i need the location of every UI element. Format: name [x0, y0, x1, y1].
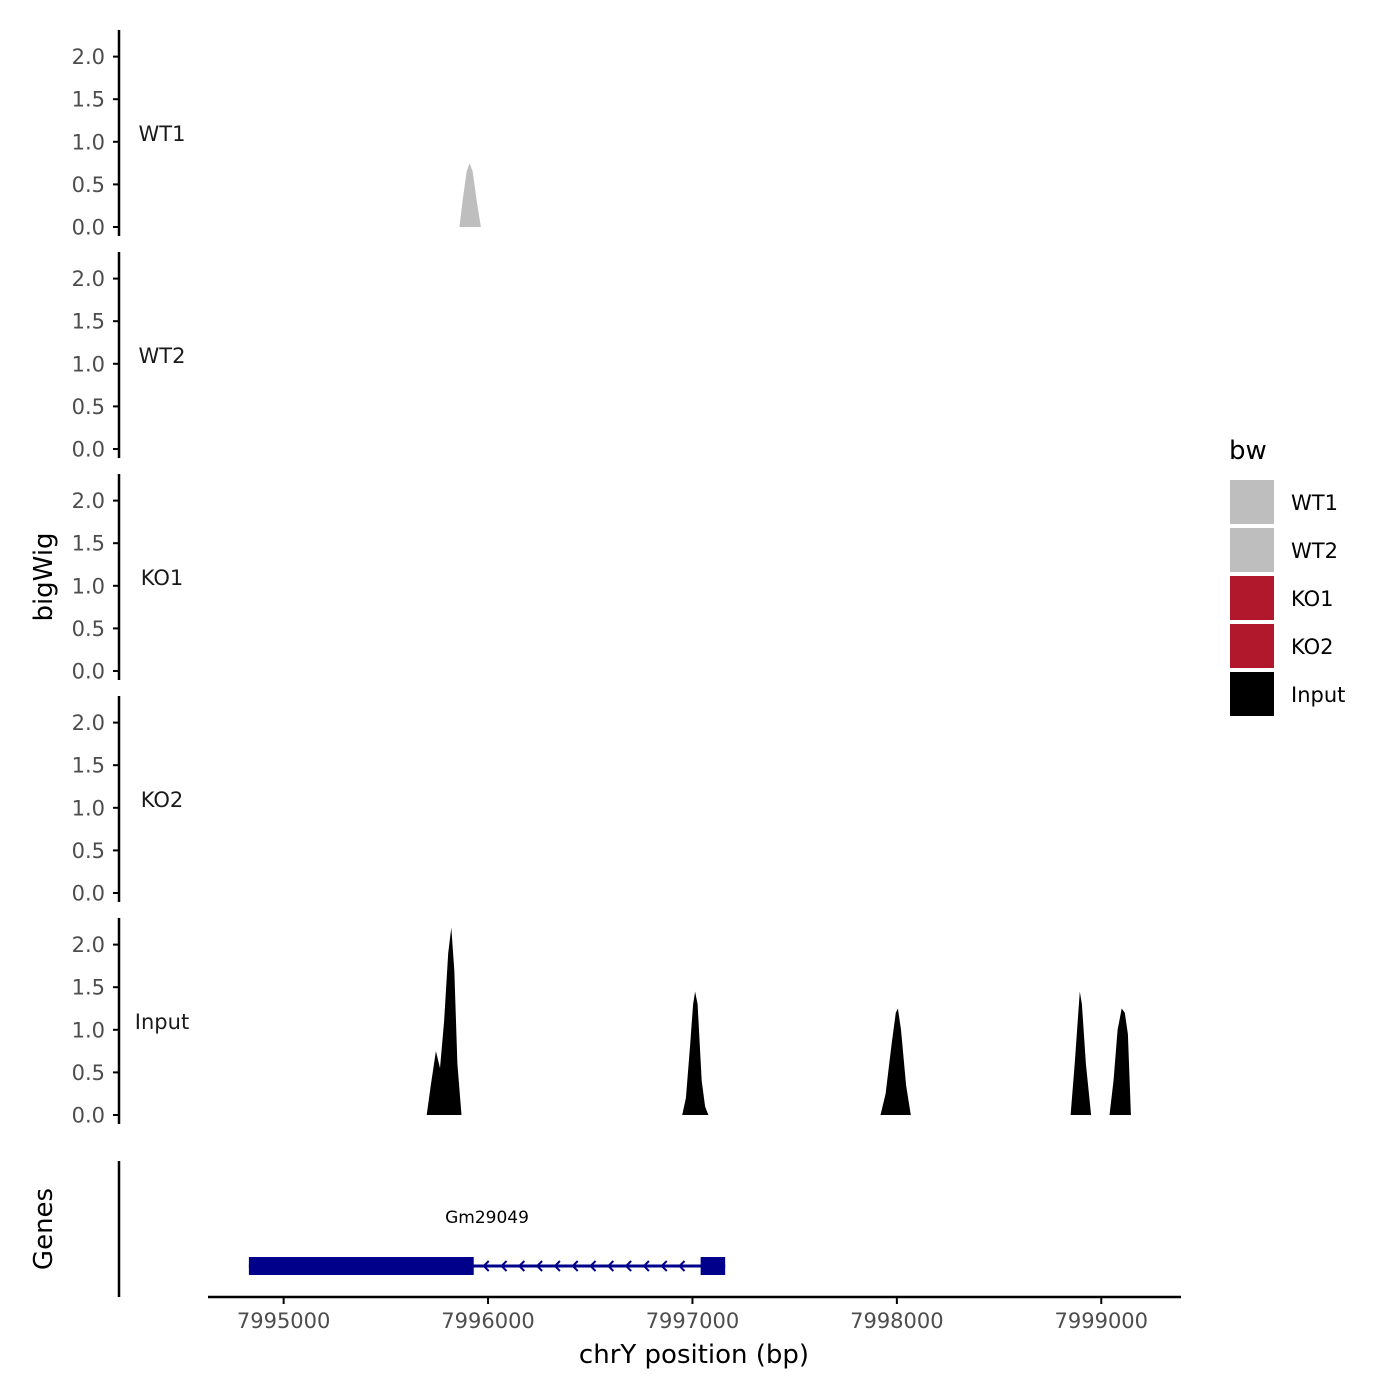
legend-label-input: Input [1291, 683, 1345, 707]
track-label-wt2: WT2 [139, 344, 186, 368]
legend-swatch-ko2 [1230, 624, 1274, 668]
y-tick-label: 2.0 [72, 45, 105, 69]
track-label-ko1: KO1 [141, 566, 184, 590]
legend-swatch-wt2 [1230, 528, 1274, 572]
strand-arrow [606, 1260, 615, 1272]
y-tick-label: 0.5 [72, 173, 105, 197]
strand-arrow [535, 1260, 543, 1272]
y-tick-label: 0.0 [72, 438, 105, 462]
gene-gm29049: Gm29049 [248, 1208, 726, 1275]
y-tick-label: 1.5 [72, 310, 105, 334]
strand-arrow [660, 1260, 668, 1272]
legend-label-wt1: WT1 [1291, 491, 1338, 515]
strand-arrow [500, 1260, 508, 1272]
gene-exon-block [248, 1257, 474, 1275]
y-tick-label: 1.0 [72, 796, 105, 820]
gene-exon-block [700, 1257, 726, 1275]
genes-panel: Gm29049 [117, 1161, 726, 1297]
gene-label: Gm29049 [445, 1208, 529, 1228]
strand-arrow [571, 1260, 579, 1272]
strand-arrow [517, 1260, 526, 1272]
legend-swatch-ko1 [1230, 576, 1274, 620]
y-tick-label: 2.0 [72, 489, 105, 513]
x-tick-label: 7998000 [850, 1309, 944, 1333]
y-tick-label: 0.5 [72, 617, 105, 641]
track-panel-wt2: 0.0 0.5 1.0 1.5 2.0 WT2 [72, 252, 186, 462]
genes-axis-title: Genes [29, 1188, 59, 1270]
legend-label-ko2: KO2 [1291, 635, 1334, 659]
x-axis: 7995000 7996000 7997000 7998000 7999000 [208, 1295, 1181, 1333]
y-tick-label: 1.0 [72, 352, 105, 376]
signal-area-wt1 [426, 163, 1181, 227]
strand-arrow [589, 1260, 597, 1272]
track-panels: 0.00.51.01.52.0WT10.00.51.01.52.0WT20.00… [72, 30, 1181, 1128]
y-tick-label: 1.0 [72, 1018, 105, 1042]
y-tick-label: 0.0 [72, 1104, 105, 1128]
x-tick-label: 7997000 [646, 1309, 740, 1333]
track-label-ko2: KO2 [141, 788, 184, 812]
y-tick-label: 0.0 [72, 216, 105, 240]
strand-arrow [678, 1260, 686, 1272]
y-tick-label: 1.5 [72, 976, 105, 1000]
y-tick-label: 1.5 [72, 754, 105, 778]
strand-arrow [553, 1260, 561, 1272]
y-axis-title: bigWig [29, 532, 59, 621]
track-label-input: Input [135, 1010, 189, 1034]
y-tick-label: 0.5 [72, 1061, 105, 1085]
track-panel-wt1: 0.0 0.5 1.0 1.5 2.0 WT1 [72, 30, 1181, 240]
y-tick-label: 1.5 [72, 88, 105, 112]
x-tick-label: 7995000 [237, 1309, 331, 1333]
track-label-wt1: WT1 [139, 122, 186, 146]
track-panel-input: 0.0 0.5 1.0 1.5 2.0 Input [72, 918, 1181, 1128]
legend-swatch-wt1 [1230, 480, 1274, 524]
track-panel-ko2: 0.0 0.5 1.0 1.5 2.0 KO2 [72, 696, 184, 906]
legend-swatch-input [1230, 672, 1274, 716]
strand-arrow [624, 1260, 632, 1272]
legend-title: bw [1229, 436, 1267, 466]
y-tick-label: 0.0 [72, 882, 105, 906]
y-tick-label: 1.0 [72, 130, 105, 154]
x-tick-label: 7999000 [1055, 1309, 1149, 1333]
legend: bw WT1 WT2 KO1 KO2 Input [1229, 436, 1345, 716]
y-tick-label: 2.0 [72, 267, 105, 291]
y-tick-label: 0.0 [72, 660, 105, 684]
strand-arrow [642, 1260, 650, 1272]
x-tick-label: 7996000 [441, 1309, 535, 1333]
y-tick-label: 2.0 [72, 711, 105, 735]
legend-label-ko1: KO1 [1291, 587, 1334, 611]
y-tick-label: 0.5 [72, 839, 105, 863]
track-panel-ko1: 0.0 0.5 1.0 1.5 2.0 KO1 [72, 474, 184, 684]
y-tick-label: 2.0 [72, 933, 105, 957]
y-tick-label: 0.5 [72, 395, 105, 419]
y-tick-label: 1.5 [72, 532, 105, 556]
strand-arrow [482, 1260, 490, 1272]
legend-label-wt2: WT2 [1291, 539, 1338, 563]
signal-area-input [424, 927, 1181, 1115]
y-tick-label: 1.0 [72, 574, 105, 598]
x-axis-title: chrY position (bp) [579, 1340, 809, 1370]
